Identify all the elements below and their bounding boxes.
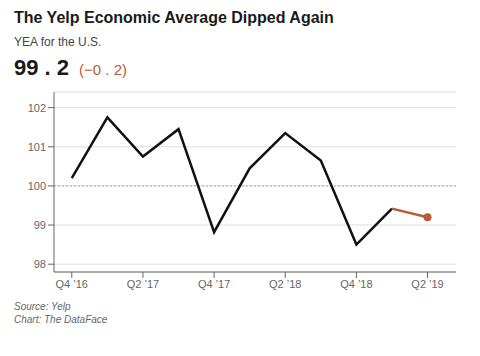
svg-text:Q4 ’17: Q4 ’17 — [198, 278, 230, 290]
svg-text:102: 102 — [28, 102, 46, 114]
svg-text:Q2 ’18: Q2 ’18 — [269, 278, 301, 290]
html-text:YEA for the U.S.: YEA for the U.S. — [14, 35, 102, 49]
html-text:Chart: The DataFace: Chart: The DataFace — [14, 314, 108, 325]
svg-text:Q4 ’18: Q4 ’18 — [340, 278, 372, 290]
svg-text:Q4 ’16: Q4 ’16 — [56, 278, 88, 290]
html-text:Source: Yelp: Source: Yelp — [14, 301, 71, 312]
svg-text:98: 98 — [34, 258, 46, 270]
svg-text:100: 100 — [28, 180, 46, 192]
svg-text:Q2 ’19: Q2 ’19 — [411, 278, 443, 290]
html-text:(−0 . 2): (−0 . 2) — [79, 61, 127, 78]
svg-text:101: 101 — [28, 141, 46, 153]
svg-text:Q2 ’17: Q2 ’17 — [127, 278, 159, 290]
svg-text:99: 99 — [34, 219, 46, 231]
html-text:99 . 2: 99 . 2 — [14, 55, 69, 80]
html-text:The Yelp Economic Average Dipp: The Yelp Economic Average Dipped Again — [14, 9, 334, 26]
